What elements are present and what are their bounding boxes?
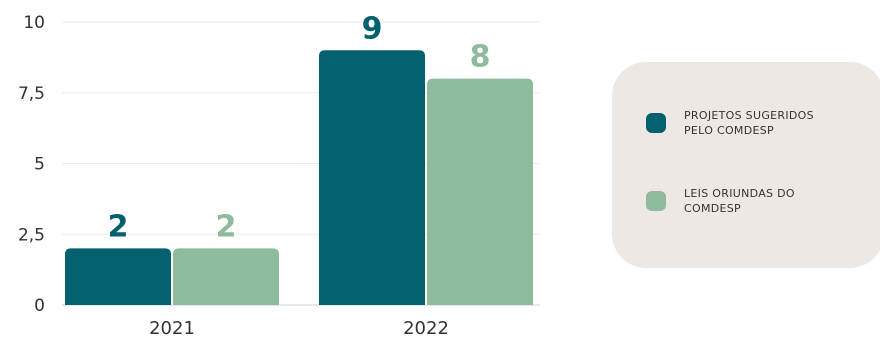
legend-swatch-projetos [646, 113, 666, 133]
legend-label-leis-line-2: COMDESP [684, 202, 741, 215]
bar-2021-series-2 [173, 248, 279, 305]
legend-item-projetos: PROJETOS SUGERIDOS PELO COMDESP [646, 108, 880, 138]
bar-2021-series-1 [65, 248, 171, 305]
legend-label-projetos-line-2: PELO COMDESP [684, 124, 774, 137]
legend: PROJETOS SUGERIDOS PELO COMDESP LEIS ORI… [612, 62, 880, 268]
legend-label-leis-line-1: LEIS ORIUNDAS DO [684, 187, 795, 200]
y-tick-label: 2,5 [18, 225, 45, 245]
legend-swatch-leis [646, 191, 666, 211]
bar-chart: 0 2,5 5 7,5 10 2 2 9 8 2021 2022 [18, 11, 540, 339]
legend-label-leis: LEIS ORIUNDAS DO COMDESP [684, 186, 880, 216]
data-labels: 2 2 9 8 [108, 11, 491, 244]
legend-item-leis: LEIS ORIUNDAS DO COMDESP [646, 186, 880, 216]
data-label-2022-series-1: 9 [362, 11, 383, 46]
legend-label-projetos-line-1: PROJETOS SUGERIDOS [684, 109, 814, 122]
data-label-2021-series-1: 2 [108, 209, 129, 244]
y-tick-label: 7,5 [18, 84, 45, 104]
legend-label-projetos: PROJETOS SUGERIDOS PELO COMDESP [684, 108, 880, 138]
bar-2022-series-2 [427, 78, 533, 305]
x-axis-category-labels: 2021 2022 [149, 318, 449, 339]
x-category-label: 2022 [403, 318, 449, 339]
bar-2022-series-1 [319, 50, 425, 305]
y-axis-tick-labels: 0 2,5 5 7,5 10 [18, 13, 45, 316]
y-tick-label: 10 [23, 13, 45, 33]
y-tick-label: 5 [34, 155, 45, 175]
y-tick-label: 0 [34, 296, 45, 316]
x-category-label: 2021 [149, 318, 195, 339]
bars [65, 50, 533, 305]
data-label-2021-series-2: 2 [216, 209, 237, 244]
data-label-2022-series-2: 8 [470, 40, 491, 75]
